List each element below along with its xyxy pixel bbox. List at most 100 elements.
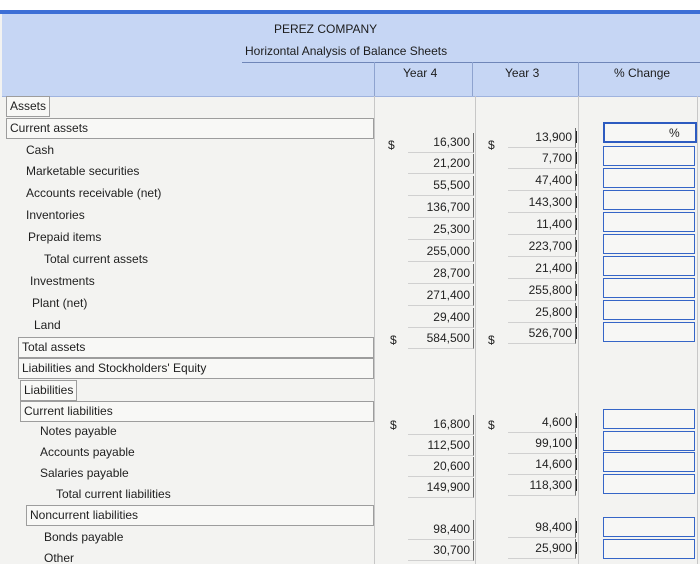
row-label-notes-payable: Notes payable: [40, 424, 117, 438]
pct-change-input-marketable-securities[interactable]: [603, 146, 695, 166]
marketable-securities-year4-value: 21,200: [408, 154, 474, 174]
cell-cursor-mark: [576, 437, 577, 449]
header-separator: [374, 62, 375, 96]
top-accent-stripe: [0, 10, 700, 14]
cell-cursor-mark: [576, 131, 577, 143]
investments-year4-value: 28,700: [408, 264, 474, 284]
pct-change-input-other[interactable]: [603, 539, 695, 559]
salaries-payable-year4-value: 20,600: [408, 457, 474, 477]
row-label-total-current-assets: Total current assets: [44, 252, 149, 266]
total-current-liabilities-year3-value: 118,300: [508, 476, 576, 496]
cell-cursor-mark: [576, 152, 577, 164]
row-label-total-assets: Total assets: [18, 337, 374, 358]
cell-cursor-mark: [576, 458, 577, 470]
pct-change-input-bonds-payable[interactable]: [603, 517, 695, 537]
other-year4-value: 30,700: [408, 541, 474, 561]
bonds-payable-year3-value: 98,400: [508, 518, 576, 538]
cell-cursor-mark: [576, 306, 577, 318]
row-label-other: Other: [44, 551, 75, 564]
cell-cursor-mark: [576, 218, 577, 230]
row-label-accounts-payable: Accounts payable: [40, 445, 135, 459]
bonds-payable-year4-value: 98,400: [408, 520, 474, 540]
notes-payable-year4-value: 16,800: [408, 415, 474, 435]
column-header-year4: Year 4: [403, 66, 438, 80]
pct-change-input-plant[interactable]: [603, 278, 695, 298]
total-current-assets-year4-value: 255,000: [408, 242, 474, 262]
column-header-change: % Change: [614, 66, 671, 80]
currency-symbol: $: [488, 418, 495, 432]
other-year3-value: 25,900: [508, 539, 576, 559]
grid-line: [578, 96, 579, 564]
pct-change-input-accounts-payable[interactable]: [603, 431, 695, 451]
cell-cursor-mark: [576, 284, 577, 296]
currency-symbol: $: [488, 333, 495, 347]
prepaid-items-year3-value: 11,400: [508, 215, 576, 235]
pct-change-input-accounts-receivable[interactable]: [603, 168, 695, 188]
cash-year3-value: 13,900: [508, 128, 576, 148]
pct-change-input-prepaid-items[interactable]: [603, 212, 695, 232]
row-label-assets: Assets: [6, 96, 51, 117]
accounts-payable-year3-value: 99,100: [508, 434, 576, 454]
pct-change-input-total-current-liabilities[interactable]: [603, 474, 695, 494]
row-label-current-assets: Current assets: [6, 118, 374, 139]
pct-change-input-total-assets[interactable]: [603, 322, 695, 342]
cash-year4-value: 16,300: [408, 133, 474, 153]
marketable-securities-year3-value: 7,700: [508, 149, 576, 169]
total-current-assets-year3-value: 223,700: [508, 237, 576, 257]
header-divider: [242, 62, 700, 63]
accounts-receivable-year4-value: 55,500: [408, 176, 474, 196]
row-label-cash: Cash: [26, 143, 55, 157]
plant-year4-value: 271,400: [408, 286, 474, 306]
column-header-year3: Year 3: [505, 66, 540, 80]
table-header: PEREZ COMPANY Horizontal Analysis of Bal…: [2, 14, 700, 97]
total-assets-year3-value: 526,700: [508, 324, 576, 344]
cell-cursor-mark: [576, 327, 577, 339]
cell-cursor-mark: [576, 479, 577, 491]
salaries-payable-year3-value: 14,600: [508, 455, 576, 475]
row-label-salaries-payable: Salaries payable: [40, 466, 129, 480]
grid-line: [374, 96, 375, 564]
accounts-payable-year4-value: 112,500: [408, 436, 474, 456]
row-label-land: Land: [34, 318, 61, 332]
land-year4-value: 29,400: [408, 308, 474, 328]
cell-cursor-mark: [576, 196, 577, 208]
land-year3-value: 25,800: [508, 303, 576, 323]
company-title: PEREZ COMPANY: [274, 22, 378, 36]
inventories-year4-value: 136,700: [408, 198, 474, 218]
cell-cursor-mark: [576, 542, 577, 554]
grid-line: [697, 96, 698, 564]
cell-cursor-mark: [576, 262, 577, 274]
row-label-current-liabilities: Current liabilities: [20, 401, 374, 422]
row-label-bonds-payable: Bonds payable: [44, 530, 124, 544]
percent-symbol: %: [669, 126, 680, 140]
notes-payable-year3-value: 4,600: [508, 413, 576, 433]
pct-change-input-investments[interactable]: [603, 256, 695, 276]
currency-symbol: $: [488, 138, 495, 152]
row-label-inventories: Inventories: [26, 208, 85, 222]
cell-cursor-mark: [576, 174, 577, 186]
row-label-noncurrent-liabilities: Noncurrent liabilities: [26, 505, 374, 526]
currency-symbol: $: [388, 138, 395, 152]
total-assets-year4-value: 584,500: [408, 329, 474, 349]
top-strip: [0, 0, 700, 12]
row-label-liabilities-equity: Liabilities and Stockholders' Equity: [18, 358, 374, 379]
pct-change-input-cash[interactable]: [603, 122, 697, 143]
cell-cursor-mark: [576, 521, 577, 533]
row-label-accounts-receivable: Accounts receivable (net): [26, 186, 162, 200]
pct-change-input-land[interactable]: [603, 300, 695, 320]
investments-year3-value: 21,400: [508, 259, 576, 279]
row-label-marketable-securities: Marketable securities: [26, 164, 140, 178]
pct-change-input-total-current-assets[interactable]: [603, 234, 695, 254]
row-label-total-current-liabilities: Total current liabilities: [56, 487, 171, 501]
pct-change-input-inventories[interactable]: [603, 190, 695, 210]
row-label-liabilities: Liabilities: [20, 380, 78, 401]
report-subtitle: Horizontal Analysis of Balance Sheets: [245, 44, 448, 58]
cell-cursor-mark: [576, 416, 577, 428]
row-label-investments: Investments: [30, 274, 95, 288]
inventories-year3-value: 143,300: [508, 193, 576, 213]
accounts-receivable-year3-value: 47,400: [508, 171, 576, 191]
pct-change-input-salaries-payable[interactable]: [603, 452, 695, 472]
pct-change-input-notes-payable[interactable]: [603, 409, 695, 429]
plant-year3-value: 255,800: [508, 281, 576, 301]
